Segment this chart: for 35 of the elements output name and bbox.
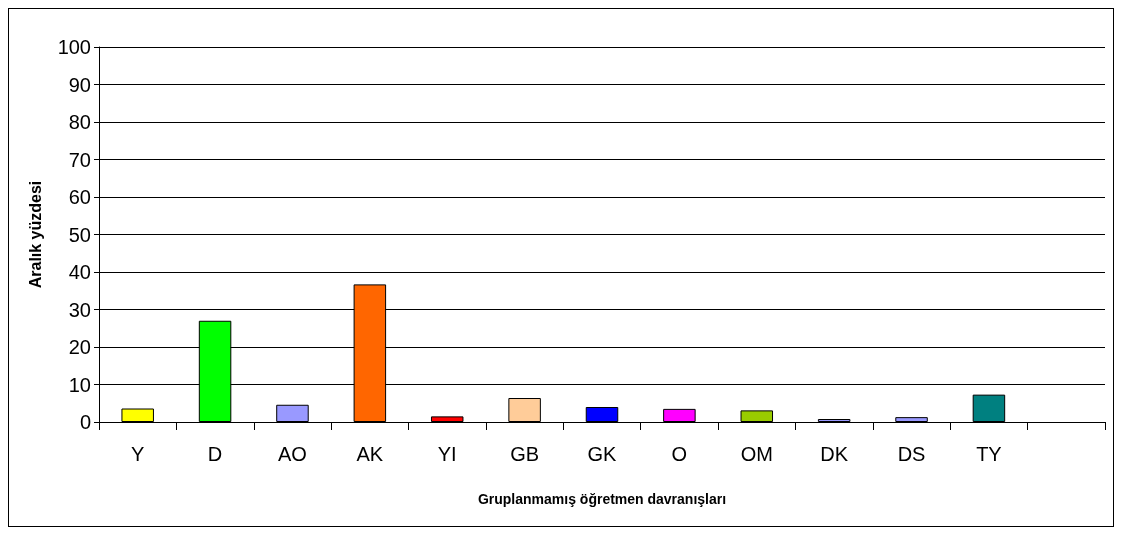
bar <box>585 407 619 422</box>
x-axis-title: Gruplanmamış öğretmen davranışları <box>477 491 727 507</box>
y-tick-label: 30 <box>68 298 91 321</box>
y-tick-label: 0 <box>79 411 91 433</box>
y-tick-label: 40 <box>68 261 91 283</box>
x-tick-label: D <box>207 443 223 465</box>
y-tick-label: 70 <box>68 148 91 171</box>
x-tick-label: O <box>671 443 688 465</box>
bar <box>121 408 154 422</box>
bar <box>817 419 851 422</box>
y-tick-label: 60 <box>68 186 91 208</box>
y-tick-label: 20 <box>68 336 91 358</box>
bar <box>276 404 309 422</box>
bar <box>895 417 928 422</box>
x-tick-label: Y <box>131 443 145 465</box>
bar <box>508 398 541 422</box>
bar <box>972 394 1006 422</box>
y-tick-label: 90 <box>68 73 91 96</box>
x-tick-label: AK <box>356 443 384 465</box>
y-tick-label: 80 <box>68 111 91 133</box>
x-tick-label: TY <box>976 443 1002 465</box>
y-axis-title: Aralık yüzdesi <box>26 180 44 289</box>
y-tick-label: 100 <box>57 36 91 58</box>
bar <box>663 408 696 422</box>
y-tick-label: 50 <box>68 223 91 246</box>
x-tick-label: OM <box>740 443 773 465</box>
x-tick-label: GK <box>587 443 618 465</box>
y-tick-label: 10 <box>68 373 91 396</box>
bar <box>740 410 774 422</box>
x-tick-label: DK <box>820 443 849 465</box>
bar <box>430 416 464 422</box>
x-tick-label: YI <box>437 443 457 465</box>
x-tick-label: GB <box>510 443 540 465</box>
x-tick-label: AO <box>278 443 307 465</box>
x-tick-label: DS <box>897 443 926 465</box>
